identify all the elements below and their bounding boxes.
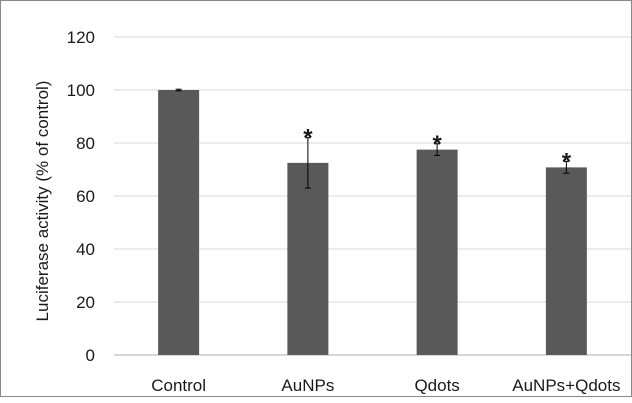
bar (158, 90, 200, 355)
x-tick-label: Qdots (414, 376, 459, 395)
bar (545, 167, 587, 355)
y-tick-label: 100 (67, 81, 95, 100)
y-tick-label: 80 (76, 134, 95, 153)
x-tick-label: AuNPs (281, 376, 334, 395)
y-tick-label: 40 (76, 240, 95, 259)
bar (287, 162, 329, 355)
significance-marker: * (432, 131, 442, 158)
bar (416, 149, 458, 355)
y-tick-label: 120 (67, 28, 95, 47)
x-tick-label: AuNPs+Qdots (512, 376, 620, 395)
y-tick-label: 0 (86, 346, 95, 365)
significance-marker: * (303, 125, 313, 152)
significance-marker: * (562, 149, 572, 176)
error-bars: * * * (175, 88, 572, 189)
x-tick-label: Control (151, 376, 206, 395)
bars (158, 90, 587, 355)
y-tick-label: 20 (76, 293, 95, 312)
tick-labels: 0 20 40 60 80 100 120 Control AuNPs Qdots AuNPs+Qd… (67, 28, 621, 395)
gridlines (114, 36, 631, 356)
y-axis-label: Luciferase activity (% of control) (33, 81, 52, 322)
y-tick-label: 60 (76, 187, 95, 206)
